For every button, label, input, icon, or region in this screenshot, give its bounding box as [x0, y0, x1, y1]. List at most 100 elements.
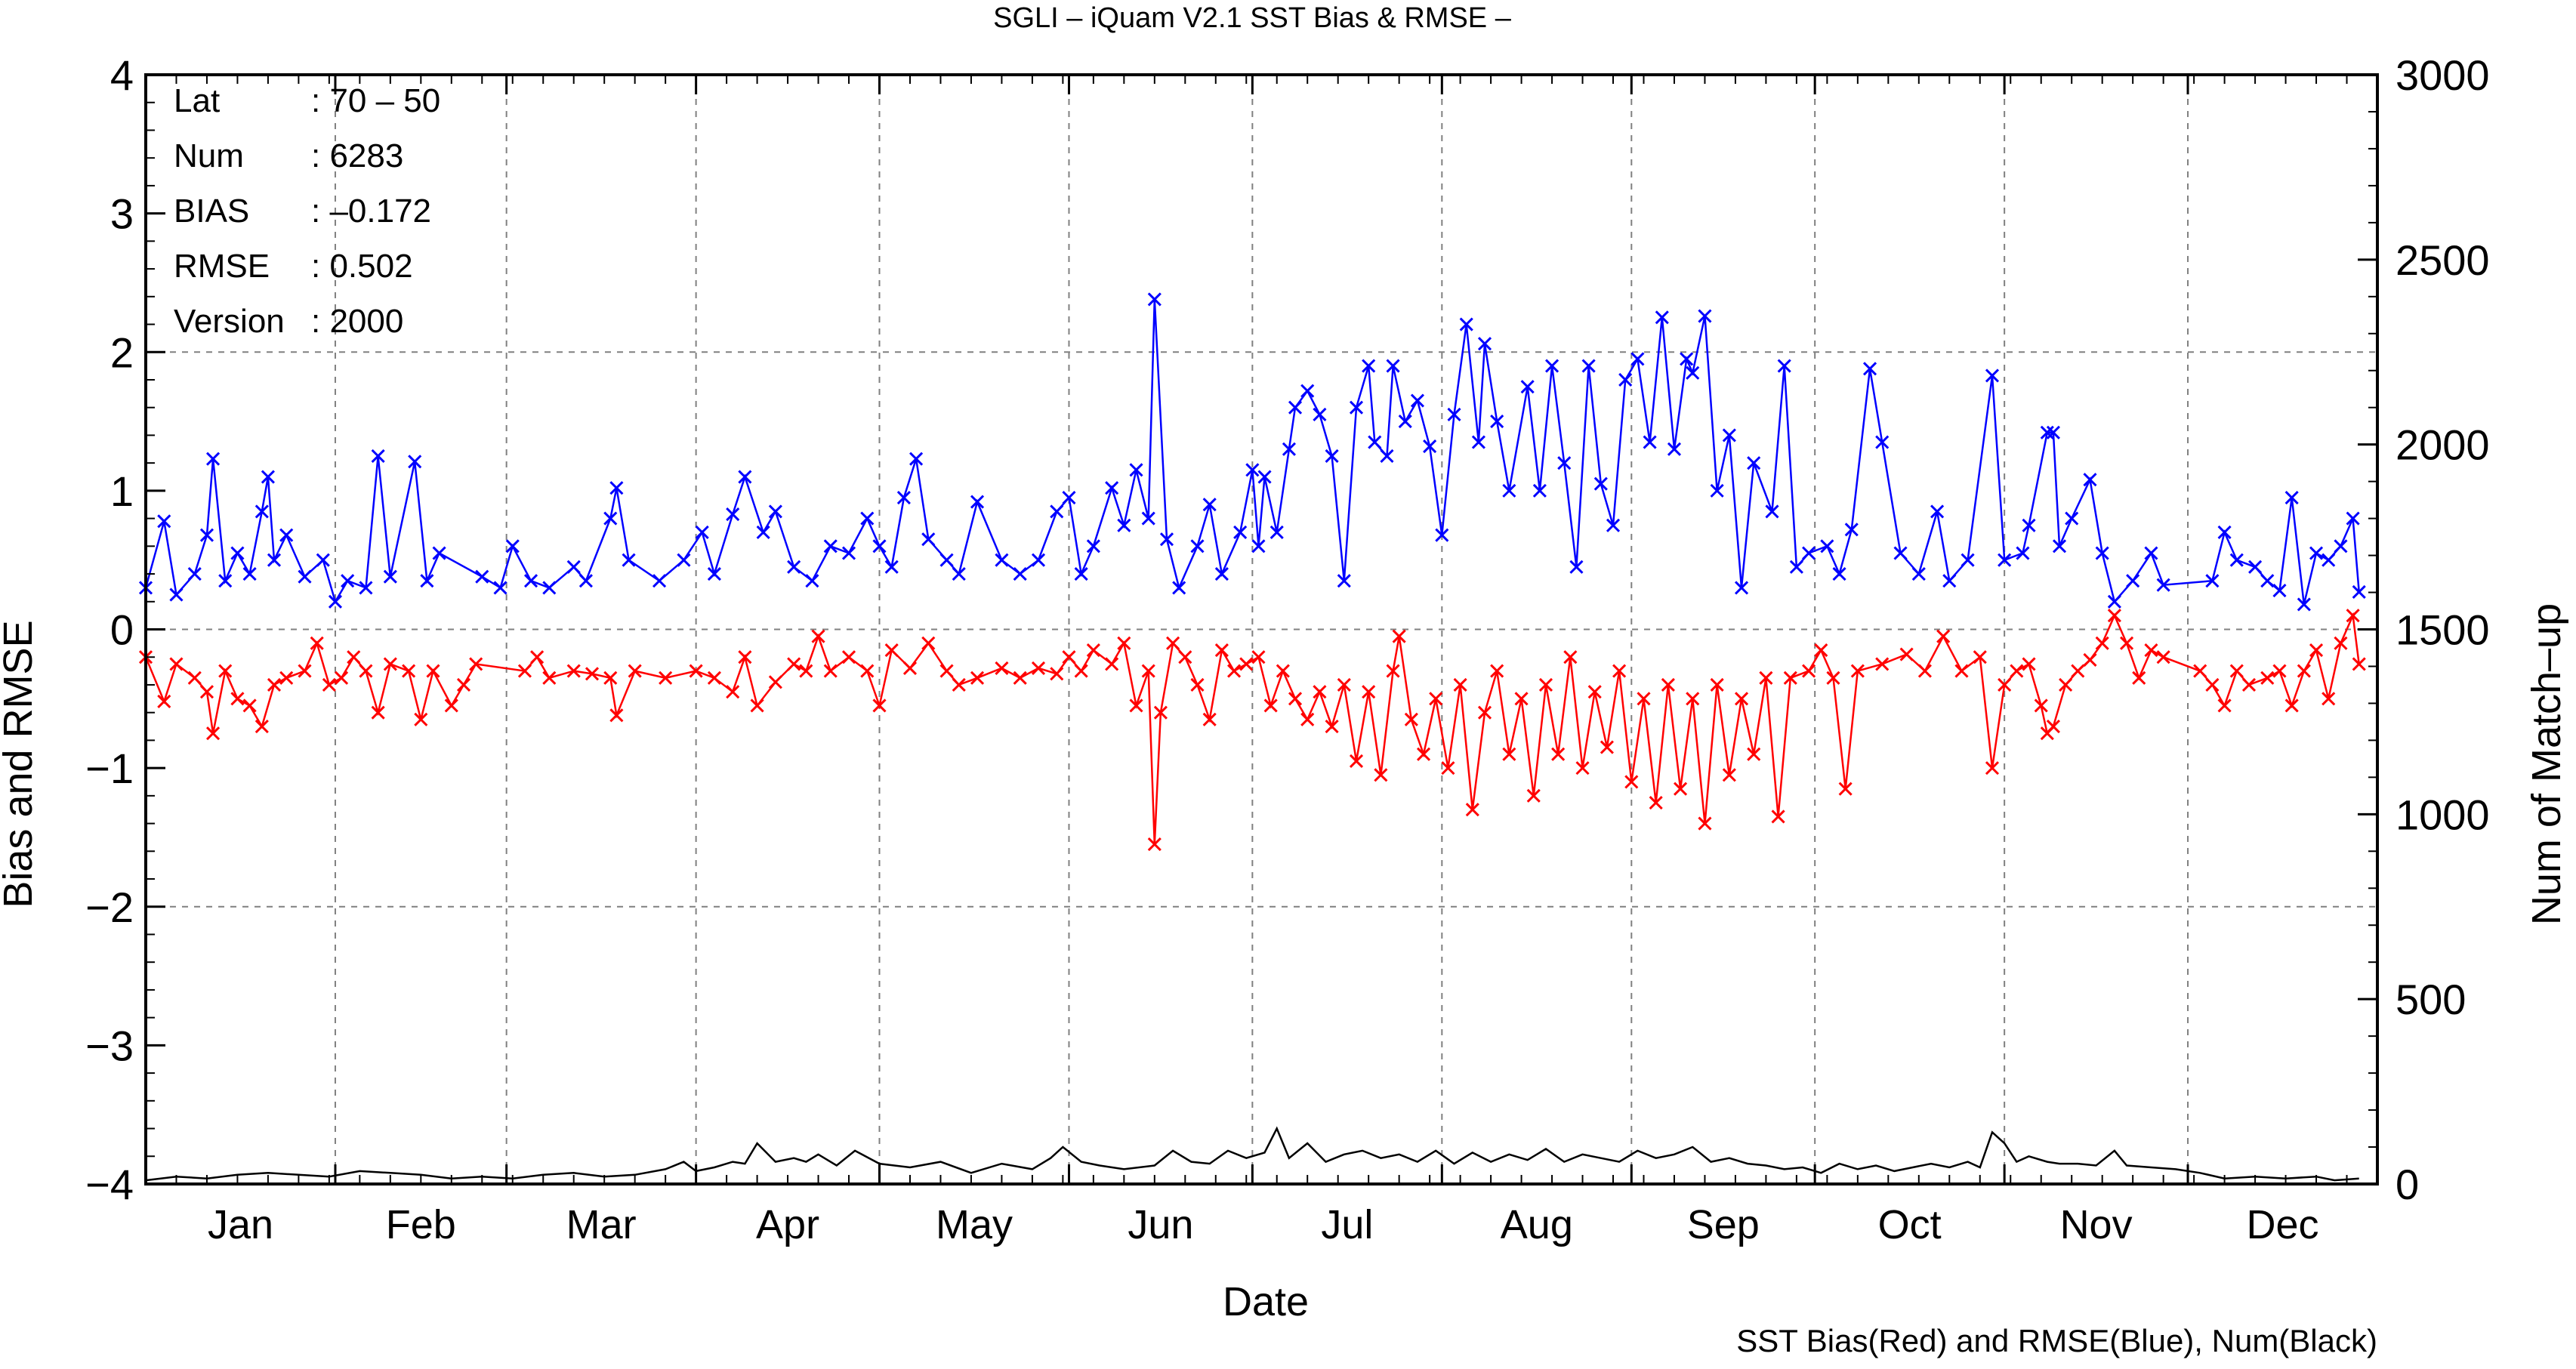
data-point-bias: [1300, 712, 1315, 726]
data-point-rmse: [1875, 435, 1890, 449]
data-point-rmse: [970, 495, 985, 509]
data-point-bias: [659, 671, 673, 685]
data-point-bias: [2205, 677, 2220, 692]
data-point-bias: [2107, 609, 2121, 623]
data-point-rmse: [609, 481, 624, 495]
data-point-bias: [585, 667, 600, 681]
data-point-rmse: [603, 511, 618, 526]
data-point-rmse: [187, 566, 202, 581]
data-point-rmse: [652, 574, 667, 588]
data-point-rmse: [921, 532, 936, 547]
data-point-bias: [1490, 664, 1504, 678]
data-point-bias: [157, 694, 171, 709]
data-point-bias: [995, 661, 1009, 675]
data-point-rmse: [2346, 511, 2360, 526]
data-point-bias: [1502, 747, 1516, 761]
series-line-bias: [144, 612, 2360, 845]
data-point-bias: [371, 705, 385, 720]
data-point-rmse: [1423, 439, 1437, 454]
data-point-rmse: [1520, 380, 1535, 394]
data-point-rmse: [1129, 463, 1143, 477]
data-point-bias: [1600, 740, 1614, 754]
data-point-rmse: [1862, 362, 1877, 376]
data-point-bias: [811, 629, 825, 643]
data-point-bias: [2059, 677, 2073, 692]
data-point-bias: [2034, 698, 2048, 713]
y2-tick-label: 3000: [2396, 51, 2490, 99]
data-point-bias: [2309, 643, 2324, 658]
data-point-rmse: [1593, 476, 1608, 491]
data-point-bias: [279, 671, 294, 685]
data-point-bias: [1734, 692, 1749, 706]
data-point-bias: [1826, 671, 1840, 685]
data-point-bias: [1178, 650, 1192, 664]
x-tick-label: Nov: [2060, 1202, 2133, 1247]
data-point-bias: [1386, 664, 1400, 678]
data-point-rmse: [2272, 584, 2287, 598]
data-point-bias: [1686, 692, 1700, 706]
data-point-bias: [1802, 664, 1816, 678]
data-point-bias: [970, 671, 985, 685]
data-point-rmse: [328, 594, 343, 609]
data-point-rmse: [1777, 359, 1791, 373]
y2-axis-label: Num of Match–up: [2524, 603, 2569, 925]
data-point-rmse: [1606, 518, 1621, 532]
data-point-rmse: [1667, 442, 1682, 456]
data-point-rmse: [707, 566, 721, 581]
data-point-bias: [952, 677, 966, 692]
y-tick-label: −2: [85, 883, 134, 931]
data-point-bias: [768, 675, 782, 689]
data-point-rmse: [2205, 574, 2220, 588]
data-point-rmse: [805, 574, 819, 588]
data-point-bias: [2217, 698, 2232, 713]
data-point-bias: [383, 657, 397, 671]
grid-lines: [146, 75, 2377, 1184]
data-point-bias: [1349, 754, 1364, 769]
stats-label: BIAS: [174, 193, 249, 230]
data-point-rmse: [1734, 581, 1749, 595]
data-point-bias: [628, 664, 642, 678]
data-point-rmse: [218, 574, 233, 588]
data-point-rmse: [1802, 546, 1816, 560]
data-point-bias: [1917, 664, 1932, 678]
data-point-bias: [1362, 685, 1376, 699]
data-point-bias: [335, 671, 349, 685]
data-point-rmse: [622, 553, 636, 567]
data-point-rmse: [2016, 546, 2030, 560]
data-point-bias: [841, 650, 856, 664]
data-point-bias: [255, 719, 269, 734]
data-point-bias: [402, 664, 416, 678]
stats-label: Version: [174, 303, 285, 340]
stats-value: : 0.502: [311, 248, 413, 285]
x-tick-label: Feb: [386, 1202, 456, 1247]
data-point-bias: [1514, 692, 1529, 706]
data-point-bias: [1814, 643, 1828, 658]
data-point-bias: [1954, 664, 1969, 678]
data-point-rmse: [2144, 546, 2158, 560]
data-point-bias: [799, 664, 813, 678]
data-point-rmse: [1288, 400, 1303, 415]
data-point-bias: [1477, 705, 1492, 720]
stats-box: Lat: 70 – 50 Num: 6283 BIAS: –0.172 RMSE: 0…: [174, 82, 440, 340]
data-point-rmse: [1245, 463, 1260, 477]
data-point-rmse: [199, 528, 214, 542]
y-tick-label: 3: [110, 190, 134, 238]
data-point-rmse: [2260, 574, 2275, 588]
data-point-rmse: [2284, 490, 2299, 505]
x-tick-label: Jul: [1321, 1202, 1373, 1247]
x-tick-label: Dec: [2246, 1202, 2318, 1247]
data-point-rmse: [1844, 523, 1859, 537]
data-point-bias: [517, 664, 532, 678]
data-point-bias: [1117, 636, 1131, 650]
data-point-bias: [2260, 671, 2275, 685]
data-point-rmse: [1789, 560, 1803, 574]
data-point-bias: [1416, 747, 1431, 761]
data-point-bias: [1575, 761, 1590, 775]
data-point-rmse: [493, 581, 507, 595]
data-point-bias: [2095, 636, 2109, 650]
data-point-rmse: [939, 553, 954, 567]
data-point-bias: [2229, 664, 2244, 678]
data-point-rmse: [1062, 490, 1076, 505]
stats-value: : 6283: [311, 137, 403, 174]
